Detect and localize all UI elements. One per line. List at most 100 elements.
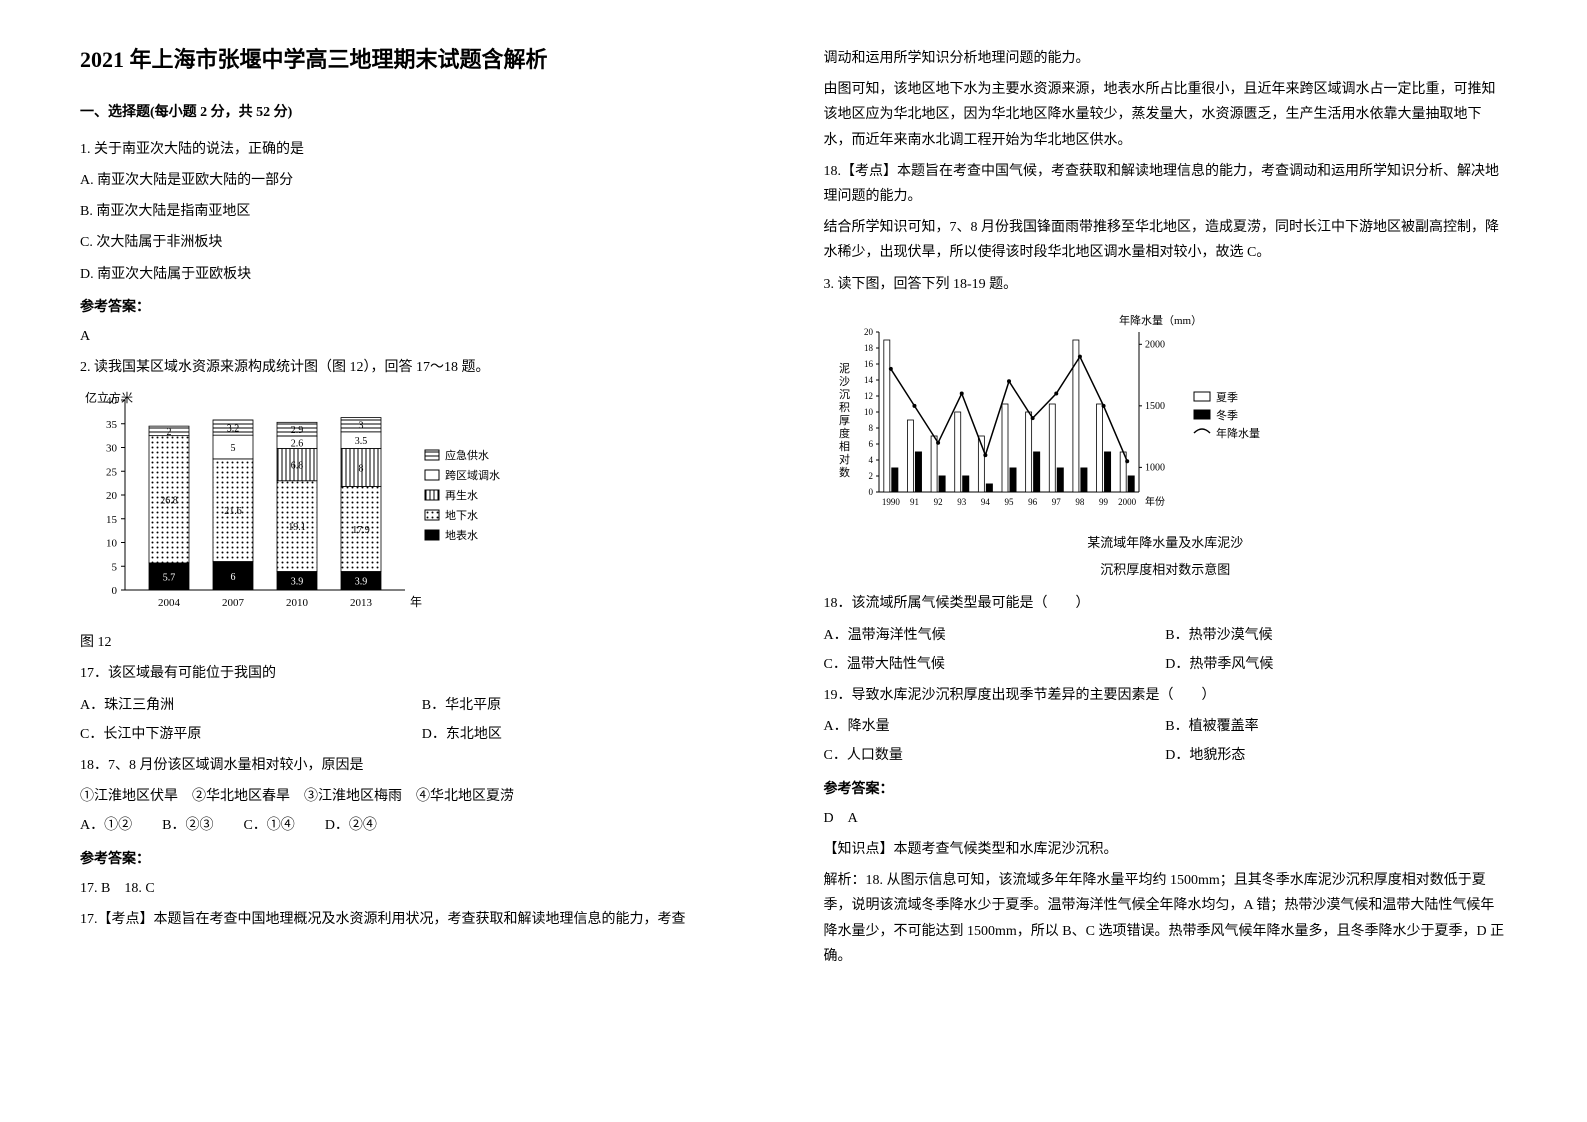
svg-text:夏季: 夏季 <box>1216 391 1238 404</box>
svg-text:亿立方米: 亿立方米 <box>85 390 133 405</box>
svg-text:年: 年 <box>410 595 422 609</box>
svg-text:地下水: 地下水 <box>445 509 478 522</box>
svg-text:3.5: 3.5 <box>355 436 368 447</box>
svg-text:12: 12 <box>864 391 873 401</box>
svg-text:6: 6 <box>231 572 236 583</box>
q3-sub18-row2: C．温带大陆性气候 D．热带季风气候 <box>824 652 1508 677</box>
q2-sub18-line: ①江淮地区伏旱 ②华北地区春旱 ③江淮地区梅雨 ④华北地区夏涝 <box>80 784 764 809</box>
svg-text:2.9: 2.9 <box>291 425 304 436</box>
q2-sub17-row2: C．长江中下游平原 D．东北地区 <box>80 722 764 747</box>
svg-text:10: 10 <box>106 538 118 550</box>
q1-opt-c: C. 次大陆属于非洲板块 <box>80 230 764 255</box>
chart2-svg: 02468101214161820100015002000年降水量（mm）泥沙沉… <box>824 307 1264 527</box>
q2-sub17-a: A．珠江三角洲 <box>80 693 422 718</box>
q3-answer: D A <box>824 806 1508 831</box>
right-column: 调动和运用所学知识分析地理问题的能力。 由图可知，该地区地下水为主要水资源来源，… <box>794 40 1538 1082</box>
svg-text:6: 6 <box>868 439 873 449</box>
q2-answer: 17. B 18. C <box>80 876 764 901</box>
svg-text:3.9: 3.9 <box>355 577 368 588</box>
svg-text:91: 91 <box>909 497 918 507</box>
q2-sub18: 18．7、8 月份该区域调水量相对较小，原因是 <box>80 753 764 778</box>
left-column: 2021 年上海市张堰中学高三地理期末试题含解析 一、选择题(每小题 2 分，共… <box>50 40 794 1082</box>
q3-explain: 解析：18. 从图示信息可知，该流域多年年降水量平均约 1500mm；且其冬季水… <box>824 868 1508 969</box>
svg-text:跨区域调水: 跨区域调水 <box>445 469 500 482</box>
chart1-container: 0510152025303540亿立方米年5.726.822004621.653… <box>80 390 764 620</box>
q3-sub19-a: A．降水量 <box>824 714 1166 739</box>
svg-text:数: 数 <box>839 466 850 479</box>
q2-sub17-d: D．东北地区 <box>422 722 764 747</box>
svg-text:2.6: 2.6 <box>291 439 304 450</box>
q3-sub19-c: C．人口数量 <box>824 743 1166 768</box>
q2-answer-label: 参考答案： <box>80 847 764 872</box>
svg-text:96: 96 <box>1028 497 1038 507</box>
section-heading: 一、选择题(每小题 2 分，共 52 分) <box>80 100 764 125</box>
svg-text:1000: 1000 <box>1145 462 1165 473</box>
q1-answer-label: 参考答案： <box>80 295 764 320</box>
q3-sub18-a: A．温带海洋性气候 <box>824 623 1166 648</box>
col2-cont3: 18.【考点】本题旨在考查中国气候，考查获取和解读地理信息的能力，考查调动和运用… <box>824 159 1508 209</box>
svg-text:99: 99 <box>1099 497 1109 507</box>
svg-text:17.9: 17.9 <box>352 525 370 536</box>
q3-sub18-c: C．温带大陆性气候 <box>824 652 1166 677</box>
q1-answer: A <box>80 324 764 349</box>
q2-sub17-c: C．长江中下游平原 <box>80 722 422 747</box>
svg-text:26.8: 26.8 <box>160 496 178 507</box>
q2-sub18-b: B．②③ <box>162 813 213 838</box>
svg-text:2004: 2004 <box>158 597 181 609</box>
svg-text:积: 积 <box>839 401 850 414</box>
q2-sub18-d: D．②④ <box>325 813 377 838</box>
q3-sub19-row2: C．人口数量 D．地貌形态 <box>824 743 1508 768</box>
svg-text:厚: 厚 <box>839 414 850 427</box>
svg-text:35: 35 <box>106 419 118 431</box>
svg-text:92: 92 <box>933 497 942 507</box>
q1-stem: 1. 关于南亚次大陆的说法，正确的是 <box>80 137 764 162</box>
svg-text:2: 2 <box>167 427 172 438</box>
svg-text:度: 度 <box>839 426 850 440</box>
q1-opt-a: A. 南亚次大陆是亚欧大陆的一部分 <box>80 168 764 193</box>
chart2-container: 02468101214161820100015002000年降水量（mm）泥沙沉… <box>824 307 1508 582</box>
col2-cont4: 结合所学知识可知，7、8 月份我国锋面雨带推移至华北地区，造成夏涝，同时长江中下… <box>824 215 1508 265</box>
svg-text:15: 15 <box>106 514 118 526</box>
svg-text:5: 5 <box>112 562 118 574</box>
svg-text:25: 25 <box>106 467 118 479</box>
q3-sub18: 18．该流域所属气候类型最可能是（ ） <box>824 591 1508 616</box>
svg-text:泥: 泥 <box>839 362 850 375</box>
svg-text:8: 8 <box>359 464 364 475</box>
svg-text:2000: 2000 <box>1118 497 1137 507</box>
svg-text:相: 相 <box>839 440 850 453</box>
q2-sub17-row1: A．珠江三角洲 B．华北平原 <box>80 693 764 718</box>
svg-text:冬季: 冬季 <box>1216 408 1238 422</box>
q3-stem: 3. 读下图，回答下列 18-19 题。 <box>824 272 1508 297</box>
col2-cont1: 调动和运用所学知识分析地理问题的能力。 <box>824 46 1508 71</box>
svg-text:21.6: 21.6 <box>224 506 242 517</box>
svg-text:应急供水: 应急供水 <box>445 448 489 462</box>
svg-text:8: 8 <box>868 423 873 433</box>
q3-sub19: 19．导致水库泥沙沉积厚度出现季节差异的主要因素是（ ） <box>824 683 1508 708</box>
svg-text:2013: 2013 <box>350 597 373 609</box>
q3-sub18-b: B．热带沙漠气候 <box>1165 623 1507 648</box>
chart2-caption2: 沉积厚度相对数示意图 <box>824 558 1508 581</box>
q2-sub18-a: A．①② <box>80 813 132 838</box>
q3-sub19-b: B．植被覆盖率 <box>1165 714 1507 739</box>
q2-sub17: 17．该区域最有可能位于我国的 <box>80 661 764 686</box>
svg-text:20: 20 <box>864 327 874 337</box>
q2-explain17: 17.【考点】本题旨在考查中国地理概况及水资源利用状况，考查获取和解读地理信息的… <box>80 907 764 932</box>
svg-text:0: 0 <box>868 487 873 497</box>
figure-label: 图 12 <box>80 630 764 655</box>
svg-text:对: 对 <box>839 452 850 466</box>
svg-text:19.1: 19.1 <box>288 522 306 533</box>
svg-text:98: 98 <box>1075 497 1085 507</box>
svg-text:30: 30 <box>106 443 118 455</box>
svg-text:地表水: 地表水 <box>445 528 478 542</box>
svg-text:6.8: 6.8 <box>291 461 304 472</box>
svg-text:年降水量: 年降水量 <box>1216 426 1260 440</box>
q2-stem: 2. 读我国某区域水资源来源构成统计图（图 12），回答 17～18 题。 <box>80 355 764 380</box>
svg-text:5: 5 <box>231 443 236 454</box>
q2-sub18-c: C．①④ <box>243 813 294 838</box>
q1-opt-d: D. 南亚次大陆属于亚欧板块 <box>80 262 764 287</box>
svg-text:2: 2 <box>868 471 873 481</box>
svg-text:10: 10 <box>864 407 874 417</box>
svg-text:3.2: 3.2 <box>227 424 240 435</box>
svg-text:1990: 1990 <box>881 497 900 507</box>
svg-text:3: 3 <box>359 421 364 432</box>
